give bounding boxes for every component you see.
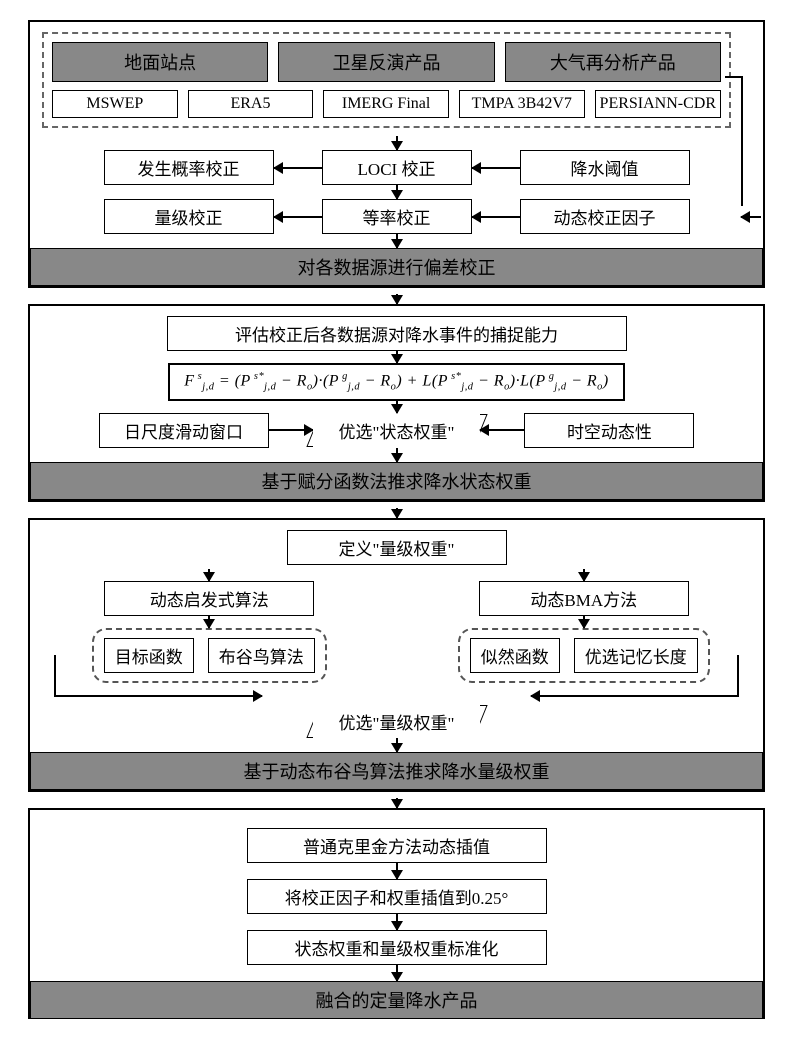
- correction-row-2: 量级校正 等率校正 动态校正因子: [42, 199, 751, 234]
- interpolate-025: 将校正因子和权重插值到0.25°: [247, 879, 547, 914]
- prod-tmpa: TMPA 3B42V7: [459, 90, 585, 118]
- prob-correction: 发生概率校正: [104, 150, 274, 185]
- arrow-left-icon: [274, 216, 322, 218]
- arrow-down-icon: [396, 351, 398, 363]
- prod-mswep: MSWEP: [52, 90, 178, 118]
- arrow-left-icon: [472, 167, 520, 169]
- section-fusion: 普通克里金方法动态插值 将校正因子和权重插值到0.25° 状态权重和量级权重标准…: [28, 808, 765, 1019]
- equal-rate-correction: 等率校正: [322, 199, 472, 234]
- arrow-left-icon: [480, 429, 524, 431]
- memory-length: 优选记忆长度: [574, 638, 698, 673]
- prod-persiann: PERSIANN-CDR: [595, 90, 721, 118]
- arrow-down-icon: [396, 914, 398, 930]
- bma-method: 动态BMA方法: [479, 581, 689, 616]
- bma-group: 似然函数 优选记忆长度: [458, 628, 710, 683]
- arrow-left-icon: [472, 216, 520, 218]
- src-ground: 地面站点: [52, 42, 268, 82]
- arrow-down-icon: [396, 738, 398, 752]
- arrow-left-icon: [741, 216, 761, 218]
- eval-capability: 评估校正后各数据源对降水事件的捕捉能力: [167, 316, 627, 351]
- sliding-window: 日尺度滑动窗口: [99, 413, 269, 448]
- src-satellite: 卫星反演产品: [278, 42, 494, 82]
- scoring-formula: F sj,d = (P s*j,d − Ro)·(P gj,d − Ro) + …: [168, 363, 624, 401]
- source-categories: 地面站点 卫星反演产品 大气再分析产品: [52, 42, 721, 82]
- arrow-down-icon: [396, 401, 398, 413]
- banner-bias-correction: 对各数据源进行偏差校正: [30, 248, 763, 286]
- data-sources-group: 地面站点 卫星反演产品 大气再分析产品 MSWEP ERA5 IMERG Fin…: [42, 32, 731, 128]
- loci-correction: LOCI 校正: [322, 150, 472, 185]
- arrow-down-icon: [396, 294, 398, 304]
- banner-magnitude-weight: 基于动态布谷鸟算法推求降水量级权重: [30, 752, 763, 790]
- state-weight-row: 日尺度滑动窗口 优选"状态权重" 时空动态性: [42, 413, 751, 448]
- precip-threshold: 降水阈值: [520, 150, 690, 185]
- arrow-down-icon: [396, 234, 398, 248]
- arrow-down-icon: [583, 569, 585, 581]
- correction-row-1: 发生概率校正 LOCI 校正 降水阈值: [42, 150, 751, 185]
- prod-imerg: IMERG Final: [323, 90, 449, 118]
- spatiotemporal-dynamic: 时空动态性: [524, 413, 694, 448]
- arrow-right-icon: [269, 429, 313, 431]
- heuristic-group: 目标函数 布谷鸟算法: [92, 628, 327, 683]
- arrow-down-icon: [396, 136, 398, 150]
- arrow-down-icon: [396, 798, 398, 808]
- arrow-down-icon: [208, 569, 210, 581]
- arrow-down-icon: [396, 448, 398, 462]
- arrow-down-icon: [396, 508, 398, 518]
- define-magnitude-weight: 定义"量级权重": [287, 530, 507, 565]
- select-state-weight: 优选"状态权重": [313, 414, 481, 447]
- select-magnitude-weight: 优选"量级权重": [313, 705, 481, 738]
- arrow-down-icon: [396, 965, 398, 981]
- arrow-down-icon: [208, 616, 210, 628]
- arrow-down-icon: [396, 863, 398, 879]
- prod-era5: ERA5: [188, 90, 314, 118]
- cuckoo-algo: 布谷鸟算法: [208, 638, 315, 673]
- dynamic-factor: 动态校正因子: [520, 199, 690, 234]
- normalize-weights: 状态权重和量级权重标准化: [247, 930, 547, 965]
- section-state-weight: 评估校正后各数据源对降水事件的捕捉能力 F sj,d = (P s*j,d − …: [28, 304, 765, 502]
- heuristic-algo: 动态启发式算法: [104, 581, 314, 616]
- section-bias-correction: 地面站点 卫星反演产品 大气再分析产品 MSWEP ERA5 IMERG Fin…: [28, 20, 765, 288]
- arrow-left-icon: [531, 695, 545, 697]
- source-products: MSWEP ERA5 IMERG Final TMPA 3B42V7 PERSI…: [52, 90, 721, 118]
- arrow-right-icon: [248, 695, 262, 697]
- likelihood-func: 似然函数: [470, 638, 560, 673]
- section-magnitude-weight: 定义"量级权重" 动态启发式算法 目标函数 布谷鸟算法 动态BMA方法 似然函数…: [28, 518, 765, 792]
- kriging: 普通克里金方法动态插值: [247, 828, 547, 863]
- objective-func: 目标函数: [104, 638, 194, 673]
- magnitude-correction: 量级校正: [104, 199, 274, 234]
- banner-state-weight: 基于赋分函数法推求降水状态权重: [30, 462, 763, 500]
- arrow-down-icon: [583, 616, 585, 628]
- arrow-down-icon: [396, 185, 398, 199]
- arrow-left-icon: [274, 167, 322, 169]
- src-reanalysis: 大气再分析产品: [505, 42, 721, 82]
